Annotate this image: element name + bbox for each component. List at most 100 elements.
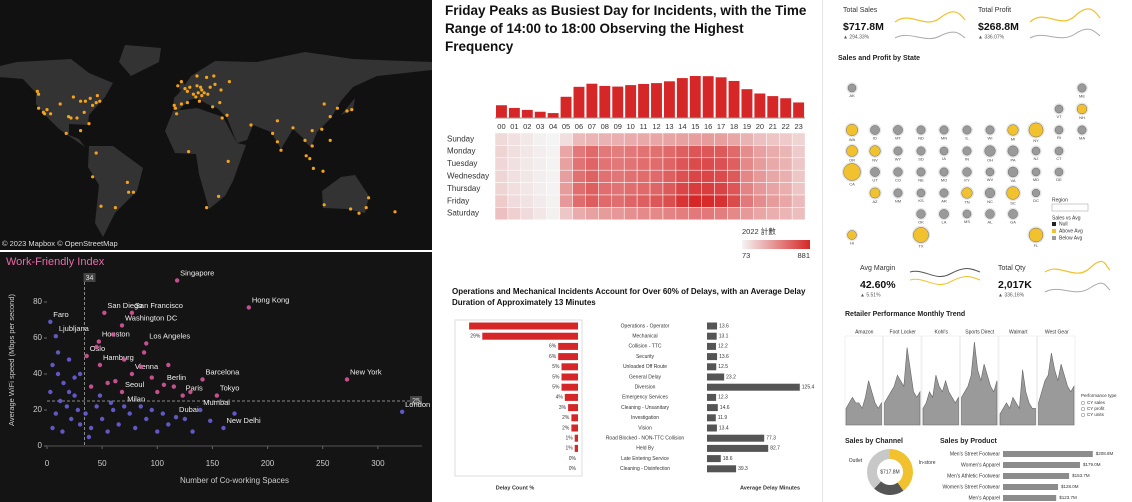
cell (727, 145, 741, 159)
cell (791, 207, 806, 221)
state-bubble (1031, 146, 1041, 156)
location-dot (58, 102, 62, 106)
panel-label: Kohl's (935, 329, 949, 335)
location-dot (227, 80, 231, 84)
kpi-value: 2,017K (998, 279, 1032, 291)
point (53, 334, 59, 339)
value-label: 1% (565, 436, 573, 442)
point (141, 350, 147, 355)
cell (507, 157, 522, 171)
point (399, 409, 405, 414)
value-label: $153.7M (1072, 473, 1090, 478)
point (97, 393, 103, 398)
state-bubble (916, 209, 926, 219)
cell (572, 194, 586, 208)
point (55, 350, 61, 355)
bar (1003, 495, 1057, 501)
legend-swatch (1052, 236, 1056, 240)
state-label: ME (1079, 93, 1085, 98)
cell (675, 194, 690, 208)
state-label: OH (987, 157, 993, 162)
state-label: OK (918, 219, 924, 224)
cell (494, 194, 509, 208)
location-dot (179, 80, 183, 84)
state-bubble (962, 209, 972, 219)
cell (778, 169, 793, 183)
point (96, 339, 102, 344)
value-label: 5% (552, 374, 560, 380)
cell (598, 182, 612, 196)
bar (707, 363, 717, 371)
cell (675, 182, 690, 196)
state-bubble (939, 209, 949, 219)
location-dot (197, 99, 201, 103)
point-label: New Delhi (226, 416, 261, 425)
bar (793, 102, 805, 118)
legend-marker (1080, 406, 1086, 412)
x-tick-label: 50 (98, 459, 107, 468)
location-dot (335, 106, 339, 110)
cell (585, 145, 599, 159)
x-tick-label: 11 (640, 122, 648, 131)
point (208, 418, 213, 423)
point-label: Hong Kong (252, 295, 290, 304)
cell (766, 169, 780, 183)
panel-label: Sports Direct (965, 329, 995, 335)
category-label: Late Entering Service (621, 456, 669, 462)
colorbar (742, 240, 810, 249)
state-label: MD (1033, 177, 1039, 182)
cell (753, 194, 767, 208)
legend-label: Above Avg (1059, 228, 1083, 234)
location-dot (217, 194, 221, 198)
location-dot (310, 129, 314, 133)
value-label: 82.7 (770, 446, 780, 452)
cell (778, 194, 793, 208)
state-bubble (846, 124, 858, 136)
location-dot (173, 106, 177, 110)
cell (778, 132, 793, 146)
location-dot (320, 127, 324, 131)
cell (778, 157, 793, 171)
point (161, 382, 167, 387)
sparkline (1029, 8, 1101, 23)
cell (623, 145, 638, 159)
point (122, 357, 127, 362)
state-label: GA (1010, 220, 1016, 225)
state-label: TN (964, 199, 969, 204)
chart-title: Sales and Profit by State (838, 55, 920, 62)
cell (507, 207, 522, 221)
state-label: RI (1057, 135, 1061, 140)
bar (561, 373, 578, 381)
y-tick-label: Saturday (447, 209, 479, 218)
location-dot (322, 102, 326, 106)
kpi-label: Total Sales (843, 7, 878, 14)
x-tick-label: 18 (730, 122, 738, 131)
cell (559, 207, 573, 221)
cell (740, 207, 754, 221)
legend-label: Null (1059, 221, 1068, 227)
bar (574, 444, 578, 452)
cell (662, 145, 677, 159)
category-label: Women's Street Footwear (942, 484, 1000, 490)
x-tick-label: 0 (45, 459, 50, 468)
cell (507, 194, 522, 208)
point (190, 429, 195, 434)
cell (572, 169, 586, 183)
state-label: AK (849, 93, 855, 98)
location-dot (225, 113, 229, 117)
bar (625, 85, 637, 118)
x-tick-label: 200 (261, 459, 275, 468)
state-label: AL (988, 220, 994, 225)
filter-box[interactable] (1051, 203, 1089, 212)
cell (636, 207, 651, 221)
state-bubble (893, 146, 903, 156)
category-label: General Delay (629, 374, 661, 380)
category-label: Women's Apparel (961, 462, 1000, 468)
point (155, 389, 160, 395)
location-dot (393, 210, 397, 214)
state-bubble (962, 167, 972, 177)
cell (623, 169, 638, 183)
panel-label: West Gear (1045, 329, 1069, 335)
kpi-value: 42.60% (860, 279, 896, 291)
point-label: Dubai (179, 405, 199, 414)
